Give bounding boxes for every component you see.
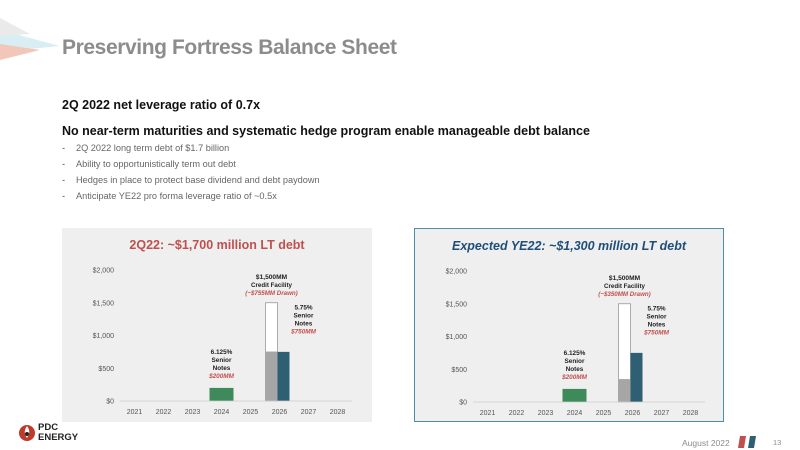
chart-ye22: $0 $500 $1,000 $1,500 $2,000 2021 2022 2023 2024… <box>446 269 705 417</box>
y-tick-label: $500 <box>98 366 114 373</box>
corner-decoration <box>0 18 60 60</box>
logo-text: PDC ENERGY <box>38 422 79 443</box>
cf-name-label: Credit Facility <box>251 282 292 289</box>
bullet-list: -2Q 2022 long term debt of $1.7 billion … <box>62 140 320 204</box>
x-tick-label: 2021 <box>127 409 143 416</box>
chart-title: Expected YE22: ~$1,300 million LT debt <box>452 239 686 253</box>
y-tick-label: $0 <box>459 400 467 407</box>
headline-leverage: 2Q 2022 net leverage ratio of 0.7x <box>62 98 261 112</box>
sn26-rate-label: 5.75% <box>647 305 665 312</box>
sn24-name-label: Senior <box>565 358 585 365</box>
sn24-rate-label: 6.125% <box>211 349 233 356</box>
x-tick-label: 2028 <box>330 409 346 416</box>
bar-senior-notes-2026 <box>277 351 290 401</box>
sn26-name-label: Notes <box>648 321 666 328</box>
x-tick-label: 2023 <box>538 410 554 417</box>
brand-bars-icon <box>738 436 756 448</box>
sn24-rate-label: 6.125% <box>564 350 586 357</box>
x-tick-label: 2025 <box>596 410 612 417</box>
y-tick-label: $1,000 <box>93 333 115 340</box>
sn24-amount-label: $200MM <box>561 374 588 381</box>
x-tick-label: 2024 <box>567 410 583 417</box>
bullet-text: Hedges in place to protect base dividend… <box>76 175 320 185</box>
chart-2q22: $0 $500 $1,000 $1,500 $2,000 2021 2022 2023 2024… <box>93 268 352 416</box>
headline-maturities: No near-term maturities and systematic h… <box>62 124 590 138</box>
flame-icon <box>19 425 35 441</box>
chart-panel-ye22: $0 $500 $1,000 $1,500 $2,000 2021 2022 2023 2024… <box>414 228 724 422</box>
sn24-name-label: Notes <box>566 366 584 373</box>
y-tick-label: $1,500 <box>93 300 115 307</box>
x-tick-label: 2026 <box>625 410 641 417</box>
cf-drawn-label: (~$755MM Drawn) <box>245 290 297 297</box>
y-tick-label: $1,500 <box>446 301 468 308</box>
page-number: 13 <box>773 438 782 447</box>
sn26-amount-label: $750MM <box>643 329 670 336</box>
bullet-item: - Ability to opportunistically term out d… <box>62 159 236 169</box>
x-tick-label: 2025 <box>243 409 259 416</box>
y-tick-label: $0 <box>106 399 114 406</box>
sn24-name-label: Senior <box>212 357 232 364</box>
cf-drawn-label: (~$350MM Drawn) <box>598 291 650 298</box>
y-tick-label: $2,000 <box>446 269 468 276</box>
sn26-amount-label: $750MM <box>290 328 317 335</box>
bullet-text: 2Q 2022 long term debt of $1.7 billion <box>76 143 230 153</box>
x-tick-label: 2027 <box>301 409 317 416</box>
sn26-rate-label: 5.75% <box>294 304 312 311</box>
pdc-energy-logo: PDC ENERGY <box>18 422 98 444</box>
bullet-text: Anticipate YE22 pro forma leverage ratio… <box>76 191 277 201</box>
bar-credit-facility-drawn <box>265 351 278 401</box>
bullet-item: -2Q 2022 long term debt of $1.7 billion <box>62 143 230 153</box>
x-tick-label: 2023 <box>185 409 201 416</box>
bar-senior-notes-2026 <box>630 352 643 402</box>
sn26-name-label: Senior <box>647 313 667 320</box>
cf-amount-label: $1,500MM <box>256 274 288 281</box>
x-tick-label: 2022 <box>156 409 172 416</box>
sn26-name-label: Notes <box>295 320 313 327</box>
y-tick-label: $500 <box>451 367 467 374</box>
footer-date: August 2022 <box>682 438 730 448</box>
cf-amount-label: $1,500MM <box>609 275 641 282</box>
chart-panel-2q22: $0 $500 $1,000 $1,500 $2,000 2021 2022 2023 2024… <box>62 228 372 422</box>
cf-name-label: Credit Facility <box>604 283 645 290</box>
chart-title: 2Q22: ~$1,700 million LT debt <box>129 238 305 252</box>
bar-senior-notes-2024 <box>209 387 234 401</box>
sn24-name-label: Notes <box>213 365 231 372</box>
bar-credit-facility-drawn <box>618 379 631 402</box>
x-tick-label: 2027 <box>654 410 670 417</box>
x-tick-label: 2024 <box>214 409 230 416</box>
x-tick-label: 2022 <box>509 410 525 417</box>
sn24-amount-label: $200MM <box>208 373 235 380</box>
bullet-item: - Anticipate YE22 pro forma leverage rati… <box>62 191 277 201</box>
y-tick-label: $1,000 <box>446 334 468 341</box>
x-tick-label: 2026 <box>272 409 288 416</box>
bullet-text: Ability to opportunistically term out de… <box>76 159 236 169</box>
bullet-item: - Hedges in place to protect base dividen… <box>62 175 320 185</box>
x-tick-label: 2021 <box>480 410 496 417</box>
page-title: Preserving Fortress Balance Sheet <box>62 36 397 59</box>
sn26-name-label: Senior <box>294 312 314 319</box>
bar-senior-notes-2024 <box>562 388 587 402</box>
y-tick-label: $2,000 <box>93 268 115 275</box>
x-tick-label: 2028 <box>683 410 699 417</box>
